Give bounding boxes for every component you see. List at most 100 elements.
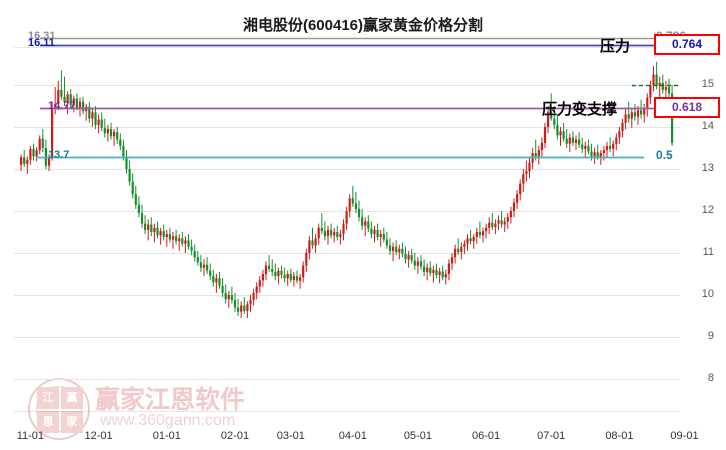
x-axis-tick-label: 02-01 bbox=[220, 430, 250, 442]
candle-body bbox=[373, 229, 376, 235]
candle-body bbox=[410, 255, 413, 261]
candle-body bbox=[432, 269, 435, 274]
candle-body bbox=[627, 114, 630, 119]
y-axis-tick-label: 15 bbox=[701, 78, 714, 90]
candle-body bbox=[323, 231, 326, 237]
candle-body bbox=[51, 108, 54, 159]
candle-body bbox=[218, 278, 221, 286]
candle-body bbox=[202, 264, 206, 268]
candle-body bbox=[109, 129, 113, 137]
candle-body bbox=[330, 229, 333, 236]
candle-body bbox=[342, 223, 345, 235]
candle-body bbox=[578, 139, 581, 145]
candle-body bbox=[565, 138, 568, 144]
candle-body bbox=[516, 194, 519, 203]
candle-body bbox=[255, 286, 258, 293]
candle-body bbox=[224, 292, 227, 300]
candle-body bbox=[494, 223, 497, 227]
candle-body bbox=[435, 269, 438, 275]
chart-svg bbox=[14, 37, 680, 412]
candle-body bbox=[540, 142, 543, 151]
candle-body bbox=[237, 307, 240, 312]
candle-body bbox=[277, 270, 280, 277]
candle-body bbox=[345, 211, 348, 224]
candle-body bbox=[426, 267, 429, 272]
candle-body bbox=[165, 234, 168, 238]
candle-body bbox=[472, 237, 475, 242]
candle-body bbox=[463, 243, 466, 247]
candle-body bbox=[636, 110, 640, 117]
candle-body bbox=[633, 112, 636, 117]
y-axis-tick-label: 8 bbox=[707, 372, 714, 384]
candle-body bbox=[392, 246, 395, 251]
candle-body bbox=[125, 156, 128, 169]
y-axis-tick-label: 9 bbox=[707, 330, 714, 342]
candle-body bbox=[320, 227, 323, 232]
candle-body bbox=[364, 221, 367, 226]
candle-body bbox=[671, 93, 674, 143]
candle-body bbox=[240, 305, 243, 312]
fib-ratio-badge-0764[interactable]: 0.764 bbox=[654, 34, 720, 55]
candle-body bbox=[91, 112, 94, 119]
candle-body bbox=[525, 171, 528, 175]
candle-body bbox=[274, 271, 277, 277]
candle-body bbox=[227, 295, 230, 300]
candle-body bbox=[100, 119, 103, 128]
candle-body bbox=[661, 82, 664, 91]
candle-body bbox=[302, 265, 305, 278]
candle-body bbox=[258, 280, 261, 287]
candle-body bbox=[289, 274, 292, 280]
candle-body bbox=[447, 263, 450, 274]
candle-body bbox=[571, 137, 574, 143]
candle-body bbox=[609, 145, 612, 149]
candle-body bbox=[150, 224, 153, 232]
candle-body bbox=[147, 224, 150, 230]
candle-body bbox=[506, 217, 509, 222]
candle-body bbox=[47, 158, 51, 166]
candle-body bbox=[602, 150, 605, 154]
candle-body bbox=[311, 240, 314, 246]
candle-body bbox=[66, 94, 69, 102]
candle-body bbox=[175, 236, 178, 242]
candle-body bbox=[221, 285, 224, 293]
candle-body bbox=[82, 101, 85, 112]
candle-body bbox=[568, 137, 571, 144]
candle-body bbox=[500, 220, 503, 225]
page-title: 湘电股份(600416)赢家黄金价格分割 bbox=[242, 17, 484, 34]
candle-body bbox=[292, 276, 295, 280]
candle-body bbox=[658, 82, 661, 86]
candle-body bbox=[528, 162, 531, 172]
candle-body bbox=[271, 268, 274, 272]
candle-body bbox=[314, 238, 317, 246]
candle-body bbox=[131, 181, 134, 195]
candle-body bbox=[512, 202, 516, 211]
candle-body bbox=[246, 304, 249, 311]
fib-ratio-badge-0618[interactable]: 0.618 bbox=[654, 97, 720, 118]
y-axis-tick-label: 13 bbox=[701, 162, 714, 174]
candle-body bbox=[184, 240, 187, 244]
candle-body bbox=[605, 145, 609, 151]
candle-body bbox=[308, 240, 311, 253]
candle-body bbox=[509, 211, 512, 218]
candle-body bbox=[140, 213, 144, 224]
candle-body bbox=[305, 253, 308, 266]
candle-body bbox=[367, 221, 370, 229]
x-axis-tick-label: 07-01 bbox=[537, 430, 566, 442]
candle-body bbox=[553, 118, 556, 125]
candle-body bbox=[326, 229, 330, 237]
candle-body bbox=[388, 245, 392, 251]
candle-body bbox=[559, 131, 562, 136]
candle-body bbox=[419, 261, 423, 267]
candle-body bbox=[584, 145, 587, 149]
candle-body bbox=[137, 204, 140, 214]
candle-body bbox=[88, 106, 91, 119]
candle-body bbox=[370, 228, 373, 235]
candle-body bbox=[413, 260, 416, 266]
candle-body bbox=[190, 246, 193, 251]
candle-body bbox=[379, 234, 382, 238]
watermark-brand: 赢家江恩软件 bbox=[95, 386, 246, 414]
candle-body bbox=[640, 110, 643, 115]
x-axis-tick-label: 03-01 bbox=[276, 430, 305, 442]
candle-body bbox=[75, 98, 78, 109]
candle-body bbox=[128, 169, 131, 182]
